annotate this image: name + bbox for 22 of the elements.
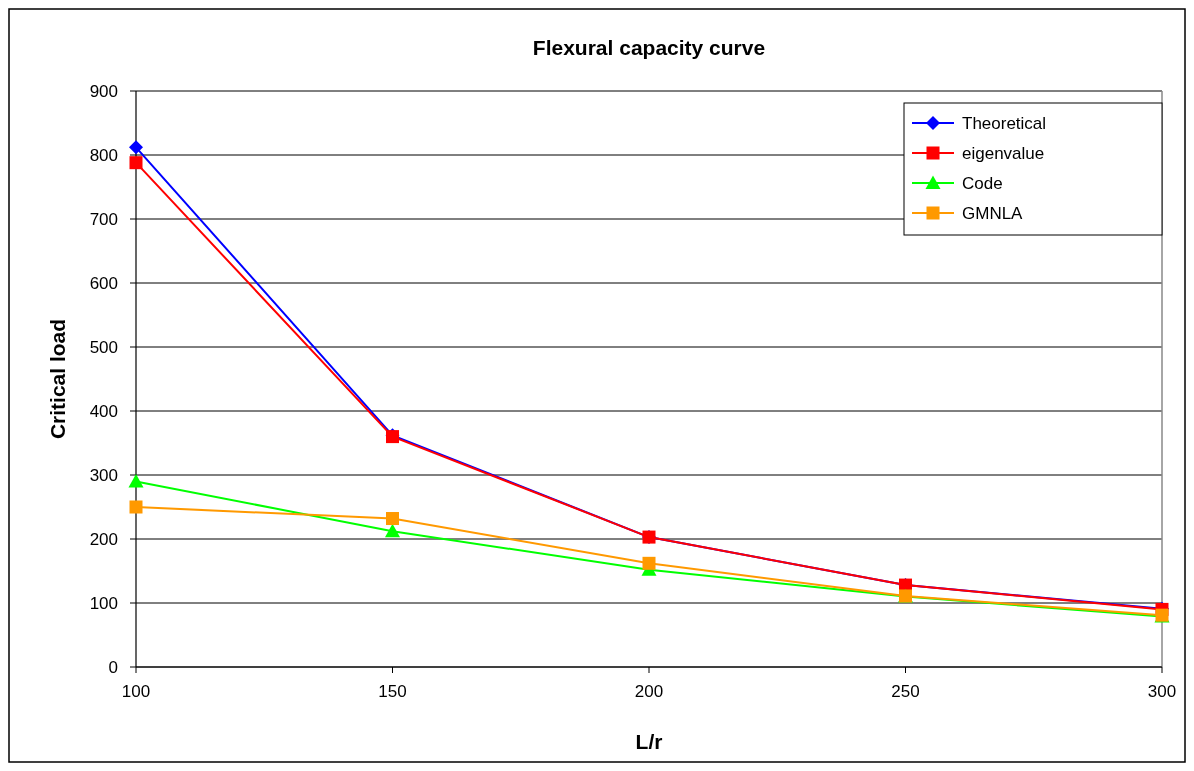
legend-label: Theoretical [962, 113, 1047, 133]
y-tick-label: 400 [89, 401, 118, 421]
legend-label: Code [962, 173, 1003, 193]
y-axis-title: Critical load [46, 318, 69, 440]
x-tick-label: 150 [378, 682, 407, 701]
x-tick-label: 300 [1147, 682, 1177, 701]
legend-label: GMNLA [962, 203, 1024, 223]
y-tick-label: 600 [89, 273, 118, 293]
x-tick-label: 200 [634, 682, 664, 701]
y-tick-label: 900 [89, 81, 118, 101]
x-axis-title: L/r [635, 730, 663, 753]
x-tick-label: 100 [121, 682, 151, 701]
y-tick-label: 200 [89, 529, 118, 549]
y-tick-label: 100 [89, 593, 118, 613]
y-tick-label: 500 [89, 337, 118, 357]
y-tick-label: 800 [89, 145, 118, 165]
y-tick-label: 700 [89, 209, 118, 229]
y-tick-label: 0 [108, 657, 118, 677]
x-tick-label: 250 [891, 682, 920, 701]
y-tick-label: 300 [89, 465, 118, 485]
legend-label: eigenvalue [962, 143, 1045, 163]
chart-title: Flexural capacity curve [532, 36, 766, 59]
